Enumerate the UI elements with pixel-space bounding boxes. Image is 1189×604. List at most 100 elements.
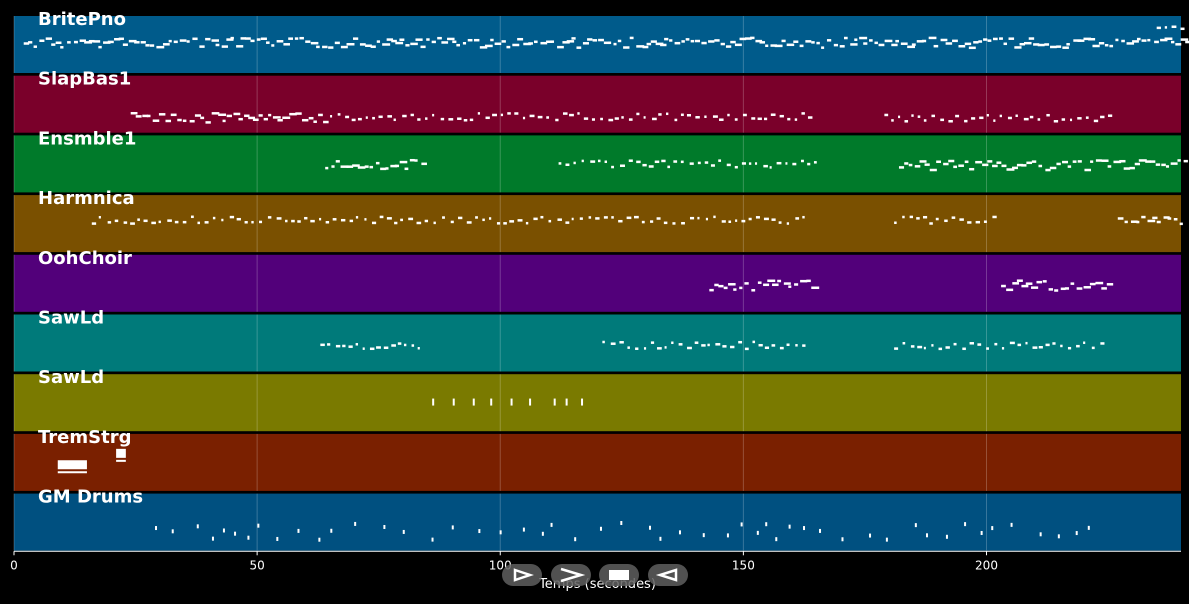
note xyxy=(1010,522,1013,527)
note xyxy=(276,40,284,43)
note xyxy=(1012,282,1020,285)
note xyxy=(1001,284,1006,288)
note xyxy=(331,165,335,168)
note xyxy=(968,46,976,50)
note xyxy=(571,37,576,40)
note xyxy=(432,113,435,117)
note xyxy=(618,219,623,223)
note xyxy=(993,119,996,122)
note xyxy=(771,344,776,347)
note xyxy=(335,344,341,348)
note xyxy=(364,218,367,221)
note xyxy=(1156,220,1161,224)
note xyxy=(482,218,485,222)
note xyxy=(579,217,583,220)
note xyxy=(477,112,481,115)
note xyxy=(1183,159,1188,163)
note xyxy=(1016,163,1023,167)
note xyxy=(770,44,777,47)
note xyxy=(1054,289,1059,292)
back-button[interactable] xyxy=(648,564,688,586)
note xyxy=(774,44,783,48)
note xyxy=(742,113,747,117)
note xyxy=(415,38,423,41)
note xyxy=(992,37,998,41)
note xyxy=(107,40,114,44)
note xyxy=(964,119,968,123)
note xyxy=(914,165,921,168)
note xyxy=(964,42,972,46)
note xyxy=(704,115,707,118)
note xyxy=(709,288,714,292)
note xyxy=(288,37,294,40)
play-button[interactable] xyxy=(502,564,542,586)
forward-button[interactable] xyxy=(551,564,591,586)
note xyxy=(252,118,259,122)
note xyxy=(980,530,983,535)
stop-button[interactable] xyxy=(599,564,639,586)
note xyxy=(807,162,811,166)
note xyxy=(1042,280,1047,283)
note xyxy=(795,217,800,220)
note xyxy=(917,115,921,118)
note xyxy=(704,161,709,164)
note xyxy=(581,159,584,163)
note xyxy=(517,219,523,222)
note xyxy=(660,43,667,47)
note xyxy=(416,221,422,225)
note xyxy=(565,163,570,167)
note xyxy=(426,38,430,41)
note xyxy=(1083,286,1091,289)
note xyxy=(983,38,988,41)
note xyxy=(800,159,804,163)
note xyxy=(1033,43,1040,46)
note xyxy=(826,39,832,42)
note xyxy=(346,43,355,46)
track-band xyxy=(14,314,1181,372)
note xyxy=(680,113,684,117)
note xyxy=(179,39,187,42)
note xyxy=(951,216,956,219)
note xyxy=(955,114,960,118)
note xyxy=(529,114,535,118)
note xyxy=(386,217,392,220)
note xyxy=(685,38,690,41)
note xyxy=(787,117,791,121)
note xyxy=(244,221,248,224)
note xyxy=(719,118,724,121)
note xyxy=(386,38,394,41)
note xyxy=(512,43,520,47)
note xyxy=(142,114,149,118)
note xyxy=(533,217,538,221)
note xyxy=(795,344,798,347)
note xyxy=(649,525,652,530)
note xyxy=(196,524,199,529)
note xyxy=(550,522,553,527)
note xyxy=(701,344,706,347)
track-label: Ensmble1 xyxy=(38,128,136,149)
note xyxy=(948,159,955,163)
note xyxy=(528,42,533,45)
note xyxy=(1098,42,1105,45)
note xyxy=(775,537,778,542)
note xyxy=(276,217,282,220)
note xyxy=(626,216,632,220)
note xyxy=(598,38,604,42)
note xyxy=(1070,118,1073,122)
note xyxy=(1177,159,1181,162)
note xyxy=(431,537,434,542)
note xyxy=(236,45,244,48)
note xyxy=(764,117,768,121)
note xyxy=(332,218,337,221)
note xyxy=(1136,37,1141,41)
note xyxy=(608,41,612,45)
note xyxy=(447,37,455,41)
note xyxy=(540,41,548,45)
note xyxy=(462,42,467,45)
note xyxy=(725,45,732,48)
note xyxy=(263,117,268,121)
note xyxy=(501,40,506,43)
note xyxy=(122,43,128,46)
note xyxy=(1113,160,1122,164)
note xyxy=(646,42,652,46)
